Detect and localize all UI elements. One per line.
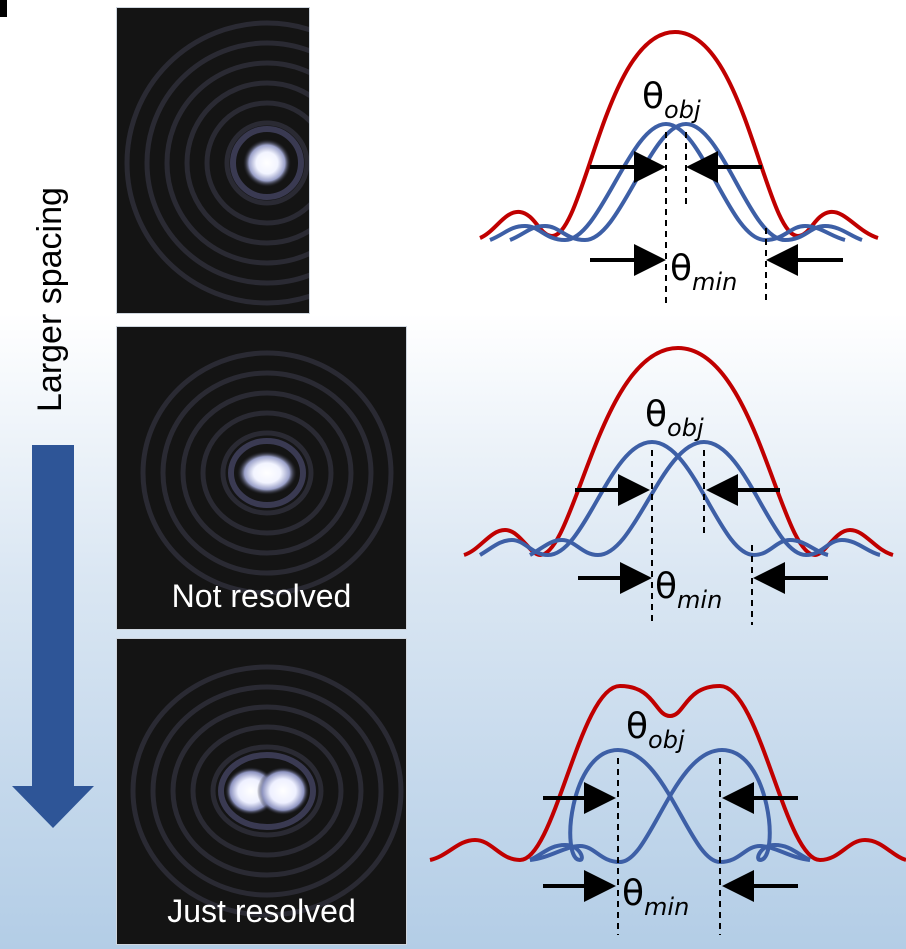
airy-pattern-3 — [130, 664, 404, 918]
theta-min-label-2: θmin — [655, 566, 722, 614]
profile-row-3: θobj θmin — [429, 683, 906, 935]
theta-obj-label-1: θobj — [642, 76, 701, 124]
just-resolved-label: Just resolved — [167, 893, 356, 929]
corner-mark — [0, 0, 7, 17]
profile-row-1: θobj θmin — [479, 29, 879, 303]
airy-panel-1 — [116, 7, 310, 314]
airy-curve-3b — [529, 747, 811, 865]
theta-min-label-3: θmin — [622, 873, 689, 921]
airy-pattern-2 — [140, 350, 394, 596]
theta-min-label-1: θmin — [670, 248, 737, 296]
airy-curve-1a — [489, 121, 846, 243]
objective-curve-3 — [429, 683, 906, 863]
profile-row-2: θobj θmin — [463, 345, 894, 625]
airy-curve-2a — [478, 439, 829, 558]
objective-curve-2 — [463, 345, 894, 558]
theta-obj-label-2: θobj — [645, 394, 704, 442]
airy-curve-2b — [529, 439, 881, 558]
objective-curve-1 — [479, 29, 879, 240]
not-resolved-label: Not resolved — [171, 578, 352, 614]
airy-panel-3: Just resolved — [116, 638, 407, 945]
airy-curve-1b — [509, 121, 863, 243]
airy-panel-2: Not resolved — [116, 326, 407, 630]
theta-obj-label-3: θobj — [626, 706, 685, 754]
airy-pattern-1 — [124, 20, 309, 306]
